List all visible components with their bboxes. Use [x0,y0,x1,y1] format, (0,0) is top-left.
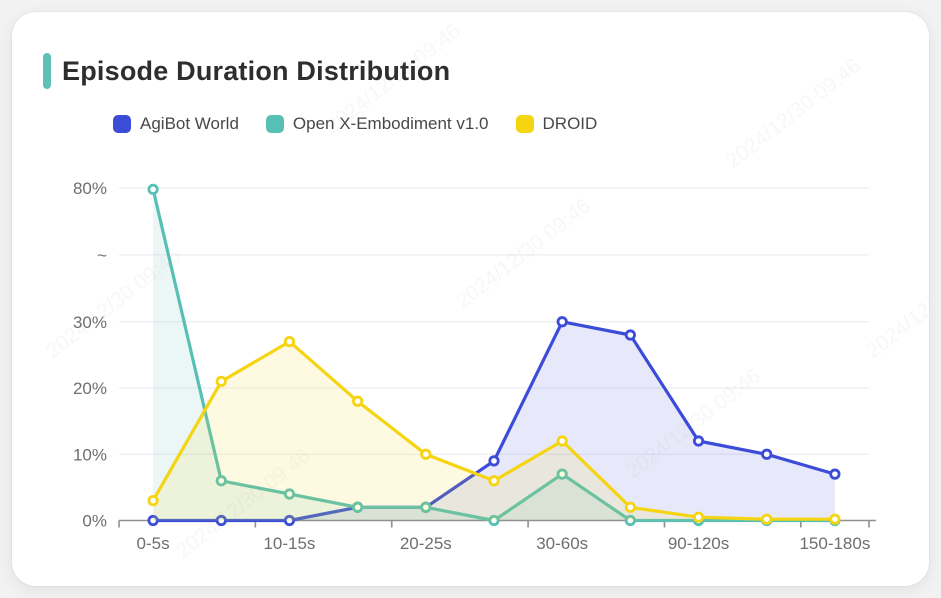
legend-swatch [113,115,131,133]
data-point-droid[interactable] [147,495,159,507]
y-axis-label: 80% [73,179,107,198]
data-point-open-x-embodiment-v1-0[interactable] [352,501,364,513]
data-point-open-x-embodiment-v1-0[interactable] [215,475,227,487]
data-point-open-x-embodiment-v1-0[interactable] [556,468,568,480]
chart-legend: AgiBot World Open X-Embodiment v1.0 DROID [113,114,597,134]
data-point-agibot-world[interactable] [488,455,500,467]
chart-header: Episode Duration Distribution [43,53,450,89]
data-point-open-x-embodiment-v1-0[interactable] [624,514,636,527]
data-point-open-x-embodiment-v1-0[interactable] [147,183,159,195]
data-point-droid[interactable] [829,513,841,525]
x-axis-label: 20-25s [400,534,452,553]
data-point-agibot-world[interactable] [556,316,568,328]
data-point-agibot-world[interactable] [829,468,841,480]
x-axis-label: 0-5s [137,534,170,553]
data-point-droid[interactable] [624,501,636,513]
legend-item-droid[interactable]: DROID [515,114,598,134]
y-axis-label: 20% [73,379,107,398]
data-point-agibot-world[interactable] [692,435,705,447]
x-axis-label: 10-15s [263,534,315,553]
data-point-agibot-world[interactable] [283,514,296,527]
data-point-open-x-embodiment-v1-0[interactable] [283,488,296,500]
series-area-open-x-embodiment-v1-0 [153,189,835,521]
data-point-droid[interactable] [692,511,705,523]
y-axis-label: 30% [73,313,107,332]
legend-item-open-x-embodiment-v1-0[interactable]: Open X-Embodiment v1.0 [265,114,489,134]
data-point-droid[interactable] [352,395,364,407]
title-accent-bar [43,53,51,89]
x-axis-label: 150-180s [799,534,870,553]
data-point-droid[interactable] [420,448,432,460]
data-point-droid[interactable] [556,435,568,447]
series-area-agibot-world [153,321,835,521]
x-axis-label: 90-120s [668,534,729,553]
data-point-agibot-world[interactable] [147,514,159,527]
data-point-open-x-embodiment-v1-0[interactable] [420,501,432,513]
chart-canvas: 0% 10% 20% 30% ~80% 0-5s 10-15s 20-25s 30-60s 90-… [73,179,876,553]
series-area-droid [153,341,835,521]
y-axis-label: 10% [73,445,107,464]
data-point-droid[interactable] [215,375,227,387]
data-point-droid[interactable] [283,336,296,348]
x-axis-label: 30-60s [536,534,588,553]
chart-card: Episode Duration Distribution AgiBot Wor… [12,12,929,586]
chart-title: Episode Duration Distribution [62,55,451,86]
data-point-agibot-world[interactable] [761,448,773,460]
data-point-droid[interactable] [488,475,500,487]
legend-item-agibot-world[interactable]: AgiBot World [113,114,239,134]
y-axis-label: 0% [82,512,107,531]
legend-label: DROID [542,114,598,133]
legend-label: AgiBot World [140,114,239,133]
data-point-open-x-embodiment-v1-0[interactable] [488,514,500,527]
legend-swatch [515,115,534,133]
data-point-agibot-world[interactable] [624,329,636,341]
legend-label: Open X-Embodiment v1.0 [292,114,489,133]
y-axis-label: ~ [97,246,107,265]
legend-swatch [265,115,284,133]
data-point-droid[interactable] [761,513,773,525]
data-point-agibot-world[interactable] [215,514,227,527]
